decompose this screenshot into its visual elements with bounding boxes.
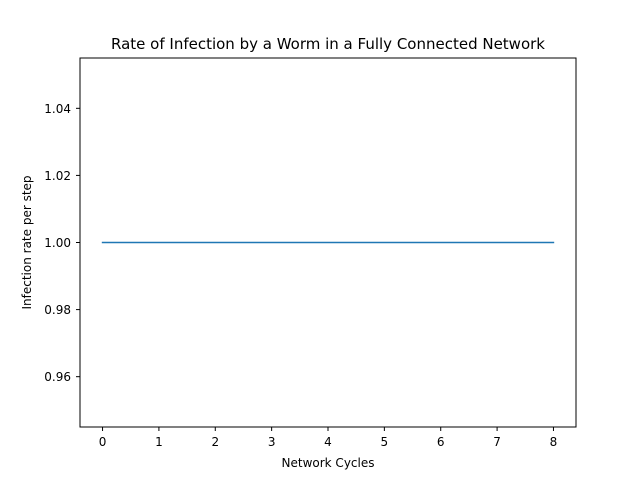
x-tick-label: 7: [493, 435, 501, 449]
y-tick-label: 1.04: [44, 102, 71, 116]
x-tick-label: 8: [550, 435, 558, 449]
y-tick-label: 1.02: [44, 169, 71, 183]
x-tick-label: 5: [381, 435, 389, 449]
chart-title: Rate of Infection by a Worm in a Fully C…: [111, 35, 545, 53]
y-tick-label: 0.98: [44, 303, 71, 317]
y-axis-label: Infection rate per step: [20, 175, 34, 309]
x-tick-label: 6: [437, 435, 445, 449]
y-axis: 0.96 0.98 1.00 1.02 1.04: [44, 102, 80, 384]
x-tick-label: 4: [324, 435, 332, 449]
x-tick-label: 3: [268, 435, 276, 449]
x-axis-label: Network Cycles: [282, 456, 375, 470]
x-tick-label: 0: [99, 435, 107, 449]
x-tick-label: 2: [211, 435, 219, 449]
x-tick-label: 1: [155, 435, 163, 449]
y-tick-label: 1.00: [44, 236, 71, 250]
x-axis: 0 1 2 3 4 5 6 7 8: [99, 427, 558, 449]
y-tick-label: 0.96: [44, 370, 71, 384]
